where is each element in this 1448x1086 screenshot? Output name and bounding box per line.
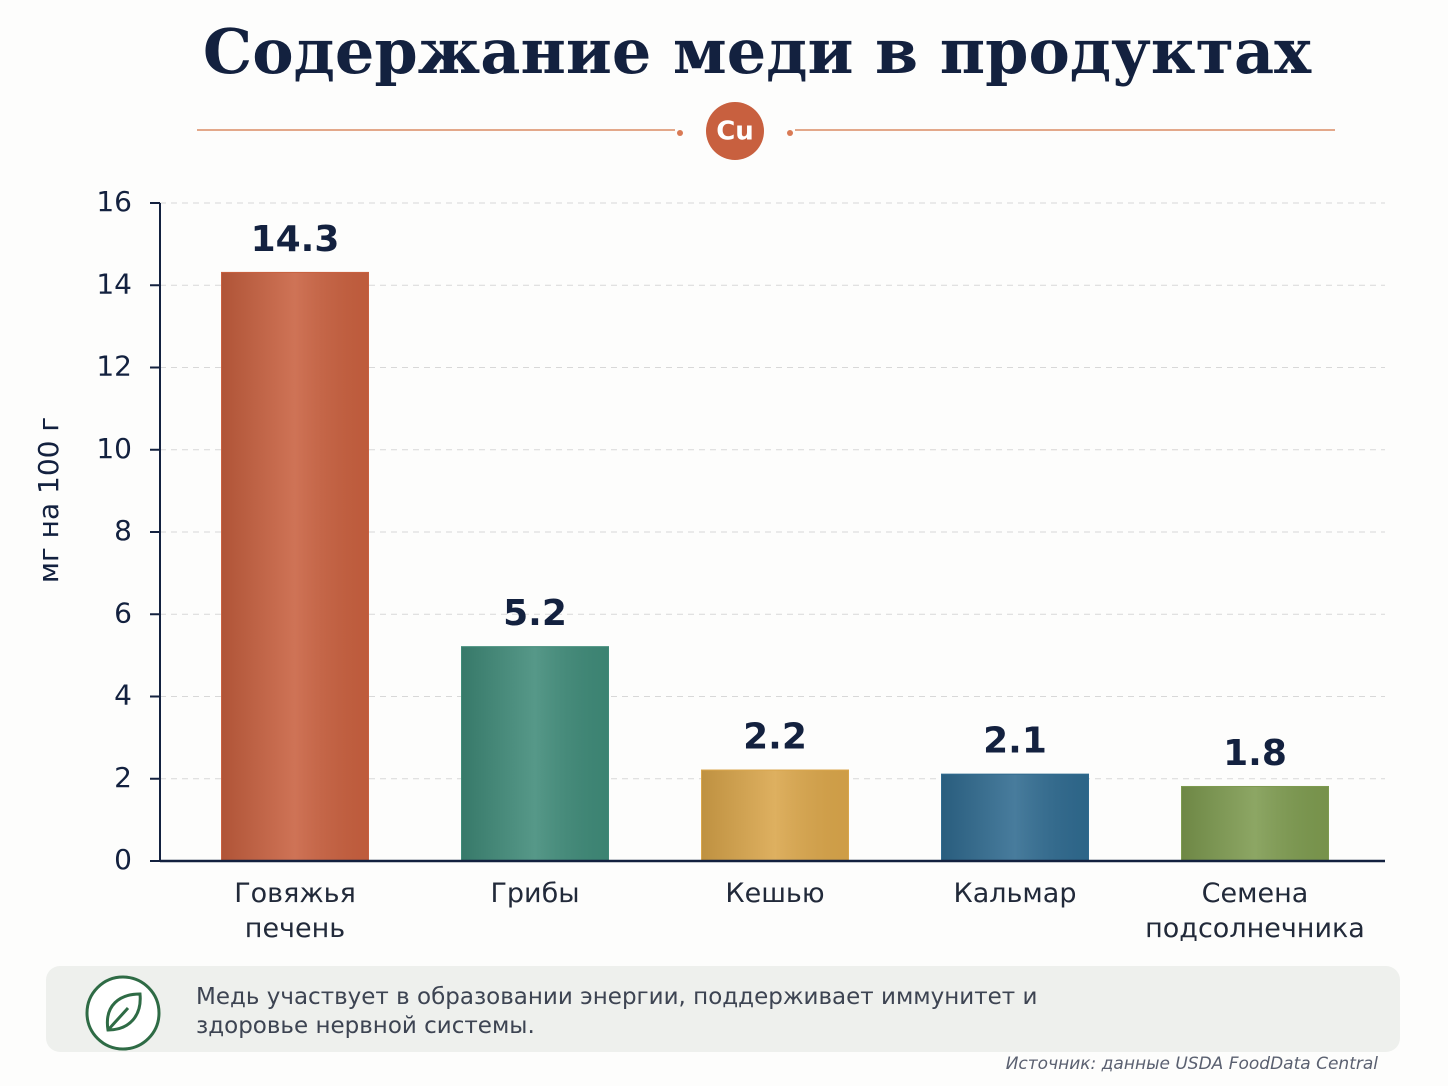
x-tick-label: Кешью — [725, 878, 825, 909]
bar-shine — [702, 770, 848, 861]
x-tick-label: Семена подсолнечника — [1145, 878, 1365, 944]
y-tick-label: 8 — [114, 514, 132, 547]
bar-shine — [942, 774, 1088, 861]
y-tick-label: 6 — [114, 596, 132, 629]
x-tick-label: Говяжья печень — [234, 878, 356, 944]
source: Источник: данные USDA FoodData Central — [1005, 1054, 1378, 1074]
y-tick-label: 4 — [114, 679, 132, 712]
y-tick-label: 10 — [96, 432, 132, 465]
note-text: Медь участвует в образовании энергии, по… — [196, 984, 1038, 1039]
value-label: 2.2 — [743, 717, 807, 758]
value-label: 1.8 — [1223, 733, 1287, 774]
y-tick-label: 2 — [114, 761, 132, 794]
bar-shine — [462, 647, 608, 861]
leaf-icon — [105, 992, 142, 1032]
x-tick-label: Кальмар — [953, 878, 1077, 909]
badge — [706, 102, 764, 160]
value-label: 2.1 — [983, 721, 1047, 762]
y-tick-label: 14 — [96, 267, 132, 300]
badge-text: Cu — [716, 117, 754, 147]
bar-shine — [1182, 786, 1328, 861]
chart-title: Содержание меди в продуктах — [203, 15, 1312, 88]
x-tick-label: Грибы — [490, 878, 580, 909]
y-tick-label: 12 — [96, 350, 132, 383]
value-label: 5.2 — [503, 593, 567, 634]
dot — [677, 130, 683, 136]
value-label: 14.3 — [251, 219, 340, 260]
bar-shine — [222, 272, 368, 862]
dot — [787, 130, 793, 136]
y-tick-label: 0 — [114, 843, 132, 876]
y-tick-label: 16 — [96, 185, 132, 218]
y-axis-label: мг на 100 г — [32, 417, 65, 583]
note-box — [46, 966, 1400, 1052]
